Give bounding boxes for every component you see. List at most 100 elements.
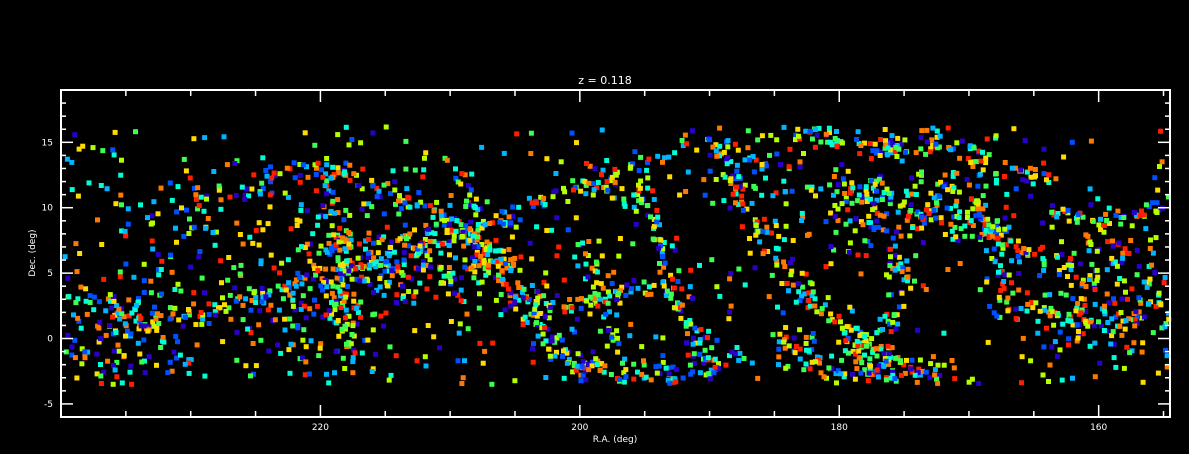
galaxy-point (237, 271, 243, 277)
galaxy-point (994, 313, 1000, 319)
galaxy-point (104, 186, 110, 192)
galaxy-point (774, 258, 780, 264)
galaxy-point (82, 349, 88, 355)
galaxy-point (365, 255, 371, 261)
galaxy-point (333, 298, 339, 304)
galaxy-point (892, 149, 898, 155)
galaxy-point (855, 129, 861, 135)
galaxy-point (476, 280, 482, 286)
galaxy-point (959, 138, 965, 144)
galaxy-point (561, 277, 567, 283)
galaxy-point (783, 325, 789, 330)
galaxy-point (648, 214, 653, 220)
galaxy-point (69, 344, 75, 350)
galaxy-point (292, 307, 298, 313)
galaxy-point (1041, 262, 1047, 268)
galaxy-point (763, 161, 769, 167)
galaxy-point (728, 181, 734, 186)
galaxy-point (377, 194, 383, 200)
galaxy-point (69, 159, 75, 165)
galaxy-point (982, 222, 988, 227)
galaxy-point (835, 368, 841, 374)
galaxy-point (307, 241, 313, 247)
galaxy-point (793, 132, 799, 138)
galaxy-point (1019, 250, 1025, 256)
galaxy-point (530, 346, 535, 352)
galaxy-point (387, 344, 393, 350)
galaxy-point (962, 233, 968, 239)
galaxy-point (599, 361, 605, 367)
galaxy-point (194, 342, 200, 348)
galaxy-point (503, 261, 508, 266)
galaxy-point (739, 224, 745, 230)
galaxy-point (924, 207, 929, 213)
galaxy-point (866, 220, 872, 225)
galaxy-point (638, 178, 644, 184)
galaxy-point (1091, 323, 1097, 329)
galaxy-point (1089, 261, 1095, 267)
galaxy-point (406, 289, 412, 294)
galaxy-point (599, 172, 604, 178)
galaxy-point (823, 219, 829, 225)
galaxy-point (472, 269, 478, 275)
galaxy-point (445, 217, 451, 223)
galaxy-point (788, 272, 794, 278)
galaxy-point (1141, 314, 1147, 320)
galaxy-point (123, 261, 129, 267)
galaxy-point (301, 327, 307, 333)
galaxy-point (477, 291, 482, 297)
galaxy-point (354, 321, 360, 327)
galaxy-point (485, 270, 491, 276)
galaxy-point (1134, 321, 1140, 326)
galaxy-point (714, 284, 720, 290)
galaxy-point (548, 304, 554, 310)
galaxy-point (1092, 287, 1098, 292)
galaxy-point (620, 360, 625, 366)
galaxy-point (359, 265, 365, 270)
galaxy-point (666, 154, 672, 160)
galaxy-point (844, 324, 850, 330)
galaxy-point (397, 193, 402, 199)
galaxy-point (1052, 339, 1058, 345)
galaxy-point (919, 172, 924, 178)
galaxy-point (265, 307, 271, 313)
galaxy-point (467, 202, 472, 208)
galaxy-point (358, 262, 364, 268)
galaxy-point (858, 143, 864, 148)
galaxy-point (694, 328, 700, 334)
galaxy-point (1078, 296, 1084, 302)
galaxy-point (575, 296, 581, 302)
galaxy-point (523, 295, 529, 301)
galaxy-point (526, 195, 532, 201)
galaxy-point (1104, 291, 1110, 297)
galaxy-point (392, 179, 398, 185)
galaxy-point (753, 232, 759, 238)
galaxy-point (544, 283, 550, 289)
galaxy-point (1109, 333, 1115, 339)
galaxy-point (975, 198, 980, 204)
galaxy-point (1150, 330, 1156, 336)
galaxy-point (702, 192, 708, 198)
galaxy-point (807, 366, 813, 372)
galaxy-point (425, 231, 431, 236)
galaxy-point (349, 260, 355, 266)
galaxy-point (232, 285, 238, 291)
galaxy-point (411, 293, 417, 299)
galaxy-point (316, 250, 322, 256)
galaxy-point (394, 259, 400, 265)
galaxy-point (129, 310, 135, 316)
galaxy-point (676, 268, 682, 274)
galaxy-point (810, 331, 816, 336)
galaxy-point (286, 347, 292, 353)
galaxy-point (169, 368, 175, 374)
galaxy-point (422, 203, 428, 209)
galaxy-point (910, 225, 916, 230)
galaxy-point (302, 372, 308, 378)
galaxy-point (806, 348, 812, 354)
galaxy-point (887, 246, 893, 252)
galaxy-point (839, 357, 845, 363)
galaxy-point (585, 253, 591, 258)
galaxy-point (400, 272, 406, 278)
galaxy-point (1143, 202, 1149, 208)
